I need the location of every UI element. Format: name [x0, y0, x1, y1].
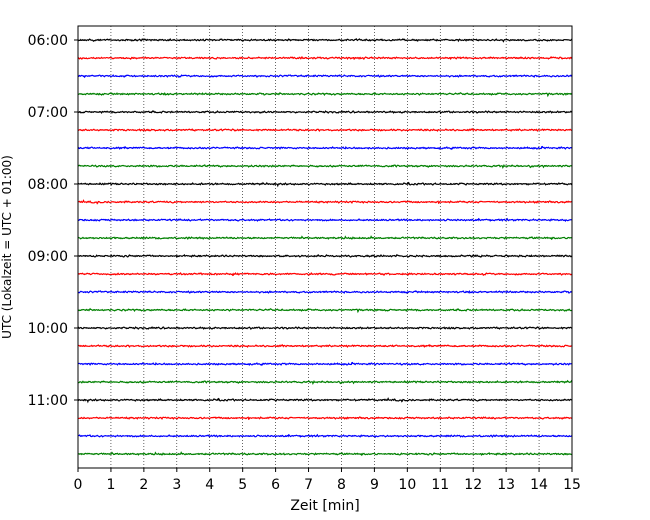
plot-frame	[77, 25, 573, 469]
x-tick-label: 1	[106, 477, 115, 493]
x-tick-label: 12	[464, 477, 482, 493]
x-tick-label: 3	[172, 477, 181, 493]
trace-1000	[77, 326, 573, 331]
trace-0645	[77, 91, 573, 98]
trace-1130	[77, 433, 573, 439]
x-tick-label: 5	[238, 477, 247, 493]
trace-0615	[77, 55, 573, 61]
trace-0800	[77, 181, 573, 188]
trace-0830	[77, 217, 573, 223]
y-tick-label: 10:00	[28, 321, 68, 337]
y-tick-label: 07:00	[28, 105, 68, 121]
y-axis-label: UTC (Lokalzeit = UTC + 01:00)	[0, 155, 14, 339]
trace-0745	[77, 163, 573, 169]
trace-0915	[77, 272, 573, 277]
trace-0700	[77, 110, 573, 115]
trace-0845	[77, 235, 573, 241]
trace-0900	[77, 253, 573, 258]
trace-1100	[77, 397, 573, 404]
x-tick-label: 13	[497, 477, 515, 493]
x-axis-label: Zeit [min]	[290, 498, 359, 514]
trace-1015	[77, 343, 573, 348]
x-tick-label: 8	[337, 477, 346, 493]
trace-1045	[77, 379, 573, 385]
x-tick-label: 6	[271, 477, 280, 493]
y-axis-ticks: 06:00 07:00 08:00 09:00 10:00 11:00	[28, 33, 78, 409]
x-tick-label: 4	[205, 477, 214, 493]
seismic-traces	[77, 38, 573, 457]
y-tick-label: 11:00	[28, 393, 68, 409]
trace-1030	[77, 361, 573, 367]
trace-0715	[77, 127, 573, 132]
trace-0945	[77, 307, 573, 314]
x-tick-label: 14	[530, 477, 548, 493]
trace-0730	[77, 145, 573, 151]
y-tick-label: 09:00	[28, 249, 68, 265]
trace-0930	[77, 289, 573, 294]
x-tick-label: 7	[304, 477, 313, 493]
x-tick-label: 9	[370, 477, 379, 493]
y-tick-label: 06:00	[28, 33, 68, 49]
y-tick-label: 08:00	[28, 177, 68, 193]
grid-lines	[110, 26, 540, 468]
x-tick-label: 15	[563, 477, 581, 493]
trace-0600	[77, 38, 573, 43]
trace-1145	[77, 451, 573, 457]
x-tick-label: 2	[139, 477, 148, 493]
trace-0630	[77, 74, 573, 79]
x-axis-ticks: 0 1 2 3 4 5 6 7 8 9 10 11 12 13 14 15	[74, 468, 581, 493]
x-tick-label: 10	[398, 477, 416, 493]
x-tick-label: 0	[74, 477, 83, 493]
trace-1115	[77, 416, 573, 421]
x-tick-label: 11	[431, 477, 449, 493]
trace-0815	[77, 199, 573, 205]
